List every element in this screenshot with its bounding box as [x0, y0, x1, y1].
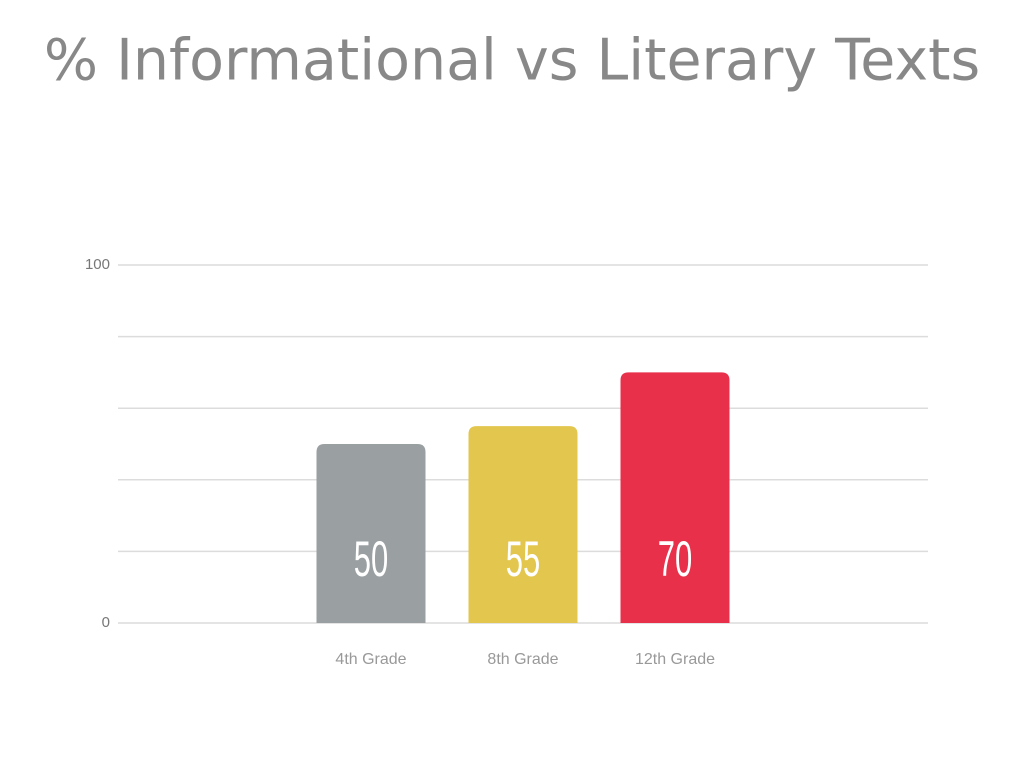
y-tick-label: 0	[102, 614, 110, 631]
x-tick-label: 12th Grade	[635, 651, 715, 668]
bar	[620, 372, 730, 623]
value-label: 50	[354, 531, 388, 587]
value-label: 55	[506, 531, 540, 587]
x-tick-label: 4th Grade	[335, 651, 406, 668]
chart-title: % Informational vs Literary Texts	[44, 28, 980, 94]
x-tick-label: 8th Grade	[487, 651, 558, 668]
bar	[468, 426, 578, 623]
y-tick-label: 100	[85, 256, 110, 273]
value-label: 70	[658, 531, 692, 587]
bar	[316, 444, 426, 623]
